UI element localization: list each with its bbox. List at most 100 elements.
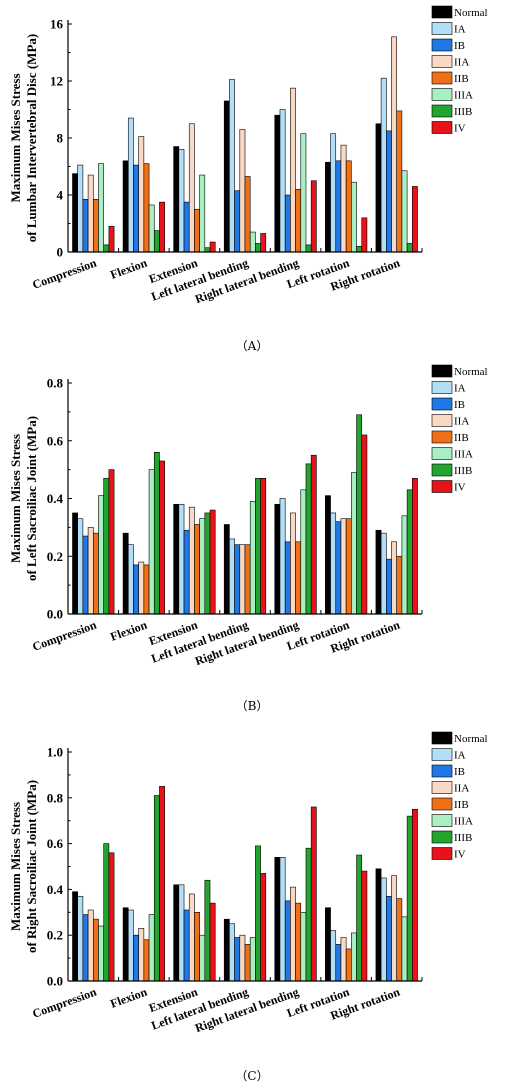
bar-a-flexion-normal	[122, 160, 129, 253]
legend-label-c-iv: IV	[454, 849, 466, 861]
bar-a-left-lateral-bending-iib	[244, 176, 251, 253]
bar-b-compression-ib	[82, 535, 89, 615]
legend-label-a-ia: IA	[454, 24, 466, 36]
y-axis-label-b-line-1: Maximum Mises Stress	[8, 434, 23, 563]
bar-b-extension-iib	[194, 524, 200, 615]
legend-swatch-a-iiib	[431, 104, 453, 118]
y-tick-label-c: 0.6	[47, 836, 64, 851]
legend-swatch-b-iiia	[431, 447, 453, 460]
bar-b-flexion-iv	[159, 460, 165, 615]
bar-b-compression-iiia	[98, 495, 104, 615]
legend-swatch-b-normal	[431, 364, 453, 378]
bar-a-extension-normal	[173, 146, 180, 253]
bar-a-left-rotation-iib	[345, 160, 352, 253]
bar-b-extension-iia	[188, 506, 195, 615]
bar-c-right-rotation-ia	[380, 877, 387, 982]
bar-a-left-lateral-bending-iiia	[249, 231, 256, 253]
y-axis-label-c-line-2: of Right Sacroiliac Joint (MPa)	[24, 780, 39, 953]
bar-a-extension-iiib	[204, 247, 211, 253]
bar-b-right-rotation-ib	[386, 558, 392, 615]
bar-c-flexion-iia	[138, 928, 145, 982]
bar-a-right-rotation-iiib	[406, 243, 413, 253]
legend-swatch-a-ia	[431, 22, 453, 35]
bar-a-flexion-iiib	[153, 230, 160, 253]
bar-a-extension-iv	[209, 241, 216, 253]
bar-a-flexion-iiia	[148, 204, 155, 253]
y-axis-label-b-line-2: of Left Sacroiliac Joint (MPa)	[24, 416, 39, 581]
legend-label-a-iiia: IIIA	[454, 90, 473, 102]
bar-a-flexion-ib	[133, 164, 139, 253]
legend-swatch-b-ib	[431, 397, 453, 411]
bar-a-flexion-ia	[127, 117, 134, 253]
bar-b-right-rotation-iib	[396, 555, 403, 615]
bar-c-right-lateral-bending-iiib	[305, 847, 312, 982]
bar-a-flexion-iia	[138, 136, 145, 253]
legend-label-b-iib: IIB	[454, 432, 469, 444]
bar-a-right-lateral-bending-iiib	[305, 244, 312, 253]
bar-a-right-lateral-bending-normal	[274, 114, 281, 253]
bar-a-right-rotation-iv	[412, 186, 418, 253]
bar-b-left-lateral-bending-iv	[260, 477, 267, 615]
legend-label-a-iib: IIB	[454, 73, 469, 85]
bar-c-compression-iib	[92, 918, 99, 982]
bar-a-right-lateral-bending-iib	[295, 189, 302, 253]
y-tick-label-c: 0.4	[47, 882, 64, 897]
bar-c-compression-iv	[108, 852, 115, 982]
bar-c-compression-iiib	[103, 843, 110, 982]
bar-b-extension-ia	[178, 503, 185, 615]
bar-b-left-rotation-iiia	[351, 472, 357, 615]
legend-label-a-iiib: IIIB	[454, 106, 472, 118]
bar-c-extension-ib	[183, 909, 190, 982]
y-tick-label-b: 0.6	[47, 433, 64, 448]
bar-b-extension-iiib	[204, 512, 211, 615]
bar-b-flexion-ib	[133, 564, 139, 615]
bar-c-right-rotation-normal	[375, 868, 382, 982]
bar-b-right-rotation-iia	[391, 541, 398, 615]
y-tick-label-a: 0	[57, 245, 64, 260]
bar-b-right-lateral-bending-iv	[310, 454, 317, 615]
bar-a-left-rotation-iiib	[356, 246, 363, 253]
bar-a-right-lateral-bending-ia	[279, 109, 286, 253]
legend-b: Normal IA IB IIA IIB IIIA IIIB IV	[431, 364, 488, 494]
legend-label-c-iiia: IIIA	[454, 816, 473, 828]
bar-b-left-rotation-iia	[340, 518, 347, 615]
bar-c-left-lateral-bending-iiia	[249, 937, 256, 982]
bar-b-left-rotation-iiib	[356, 414, 363, 615]
bar-c-right-lateral-bending-ia	[279, 857, 286, 982]
bar-a-right-rotation-normal	[375, 123, 382, 253]
bar-a-right-lateral-bending-ib	[284, 194, 291, 253]
legend-label-a-ib: IB	[454, 40, 465, 52]
legend-label-c-ib: IB	[454, 766, 465, 778]
bar-b-right-lateral-bending-iiia	[300, 489, 307, 615]
bar-c-right-rotation-iiia	[401, 916, 408, 982]
legend-label-c-normal: Normal	[454, 733, 488, 745]
bar-a-compression-iia	[87, 174, 94, 253]
bar-c-flexion-iiia	[148, 914, 155, 982]
y-tick-label-a: 16	[50, 17, 64, 32]
bar-c-left-rotation-normal	[325, 907, 331, 982]
legend-c: Normal IA IB IIA IIB IIIA IIIB IV	[431, 731, 488, 861]
bar-b-flexion-iiia	[148, 469, 155, 615]
bar-b-flexion-iib	[143, 564, 150, 615]
legend-label-b-iia: IIA	[454, 416, 469, 428]
legend-swatch-b-iib	[431, 430, 453, 444]
y-axis-label-c-line-1: Maximum Mises Stress	[8, 802, 23, 931]
bar-b-right-lateral-bending-iia	[290, 512, 296, 615]
legend-swatch-a-iv	[431, 121, 453, 134]
bar-a-right-lateral-bending-iiia	[300, 133, 307, 253]
bar-b-left-lateral-bending-iiib	[255, 477, 261, 615]
y-tick-label-b: 0.2	[47, 549, 63, 564]
legend-swatch-a-iib	[431, 71, 453, 85]
y-axis-label-a-line-1: Maximum Mises Stress	[8, 73, 23, 202]
bar-c-right-rotation-iib	[396, 898, 403, 982]
bar-a-left-rotation-iv	[361, 217, 368, 253]
legend-swatch-a-ib	[431, 38, 453, 52]
bar-a-compression-iv	[108, 226, 115, 253]
bars-a	[72, 36, 418, 253]
bar-a-extension-iia	[188, 123, 195, 253]
bar-c-left-lateral-bending-ia	[229, 923, 235, 982]
bar-c-left-rotation-iv	[361, 870, 368, 982]
